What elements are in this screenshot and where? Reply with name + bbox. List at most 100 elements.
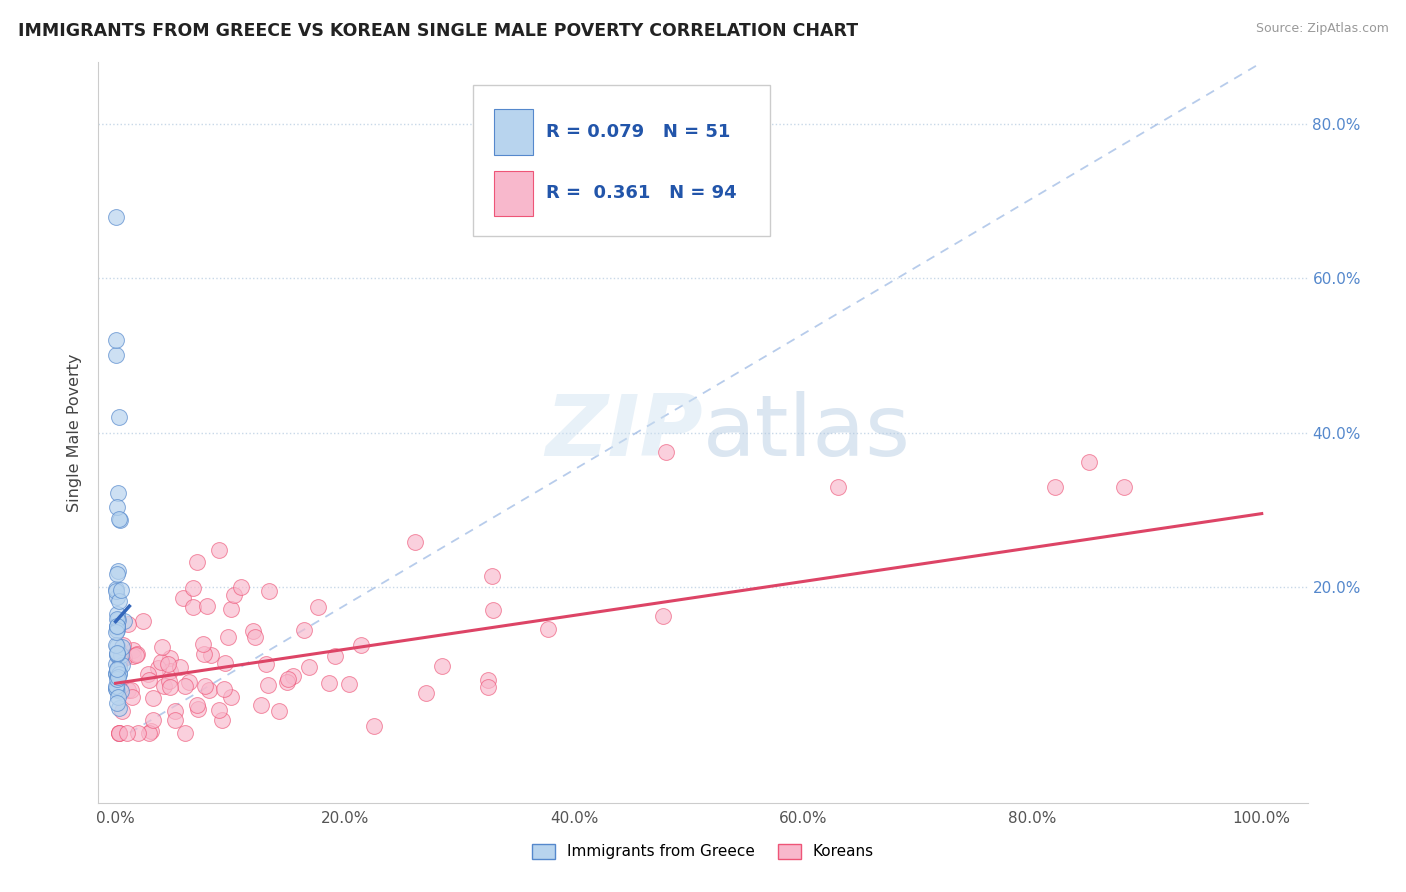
FancyBboxPatch shape <box>494 170 533 217</box>
Point <box>105 567 128 582</box>
Point <box>173 679 195 693</box>
Point <box>108 660 131 674</box>
Point <box>105 646 128 660</box>
Point <box>159 680 181 694</box>
Point <box>219 690 242 704</box>
Point <box>156 657 179 671</box>
Point <box>1114 480 1136 494</box>
Point <box>107 486 129 500</box>
Point <box>142 713 165 727</box>
Point <box>404 535 426 549</box>
Point <box>107 619 129 633</box>
Point <box>105 619 128 633</box>
Point <box>276 674 298 689</box>
Point <box>186 555 208 569</box>
Point <box>108 666 131 681</box>
Point <box>482 603 505 617</box>
Point <box>138 726 160 740</box>
Text: R = 0.079   N = 51: R = 0.079 N = 51 <box>546 123 730 141</box>
Point <box>108 726 131 740</box>
Point <box>107 701 129 715</box>
Point <box>323 649 346 664</box>
Point <box>254 657 277 671</box>
Point <box>110 684 132 698</box>
Text: atlas: atlas <box>703 391 911 475</box>
Text: Source: ZipAtlas.com: Source: ZipAtlas.com <box>1256 22 1389 36</box>
Point <box>1045 480 1067 494</box>
Point <box>481 569 503 583</box>
Point <box>217 630 239 644</box>
Text: R =  0.361   N = 94: R = 0.361 N = 94 <box>546 185 737 202</box>
Point <box>110 704 132 718</box>
Point <box>105 500 128 514</box>
Point <box>267 704 290 718</box>
Point <box>298 660 321 674</box>
Point <box>112 614 135 628</box>
Point <box>105 663 128 677</box>
Point <box>222 588 245 602</box>
Point <box>186 698 208 713</box>
Point <box>148 661 170 675</box>
Point <box>169 660 191 674</box>
Point <box>415 686 437 700</box>
Point <box>200 648 222 662</box>
Point <box>292 623 315 637</box>
Point <box>108 726 131 740</box>
Point <box>430 658 453 673</box>
Point <box>257 583 280 598</box>
Point <box>208 542 231 557</box>
Point <box>211 713 233 727</box>
Point <box>174 726 197 740</box>
Point <box>108 682 131 697</box>
Point <box>125 647 148 661</box>
Point <box>105 682 128 697</box>
Point <box>105 620 128 634</box>
Point <box>212 681 235 696</box>
Text: ZIP: ZIP <box>546 391 703 475</box>
Point <box>243 631 266 645</box>
Point <box>363 719 385 733</box>
Point <box>105 612 128 626</box>
Point <box>651 609 673 624</box>
Point <box>104 584 127 599</box>
Point <box>105 667 128 681</box>
Point <box>105 672 128 686</box>
Point <box>159 664 181 678</box>
Point <box>107 564 129 578</box>
Point <box>165 713 187 727</box>
Point <box>138 673 160 687</box>
Y-axis label: Single Male Poverty: Single Male Poverty <box>67 353 83 512</box>
Text: IMMIGRANTS FROM GREECE VS KOREAN SINGLE MALE POVERTY CORRELATION CHART: IMMIGRANTS FROM GREECE VS KOREAN SINGLE … <box>18 22 859 40</box>
Point <box>281 669 304 683</box>
Point <box>105 662 128 676</box>
Point <box>477 673 499 688</box>
Point <box>127 726 149 740</box>
Point <box>150 655 173 669</box>
Point <box>105 624 128 639</box>
Point <box>105 639 128 653</box>
Point <box>104 666 127 681</box>
Point <box>339 677 361 691</box>
Point <box>105 349 128 363</box>
Point <box>122 648 145 663</box>
Point <box>198 682 221 697</box>
Point <box>105 639 128 653</box>
Point <box>105 648 128 663</box>
Point <box>1077 454 1099 468</box>
Point <box>107 410 129 425</box>
Point <box>537 622 560 636</box>
Point <box>108 667 131 681</box>
Point <box>139 723 162 738</box>
Point <box>105 666 128 681</box>
Point <box>179 674 201 689</box>
Point <box>477 680 499 694</box>
Point <box>104 681 127 696</box>
Point <box>107 670 129 684</box>
Point <box>132 614 155 628</box>
Point <box>165 704 187 718</box>
Point <box>191 637 214 651</box>
Point <box>242 624 264 639</box>
Point <box>307 600 329 615</box>
Point <box>107 594 129 608</box>
Point <box>214 656 236 670</box>
